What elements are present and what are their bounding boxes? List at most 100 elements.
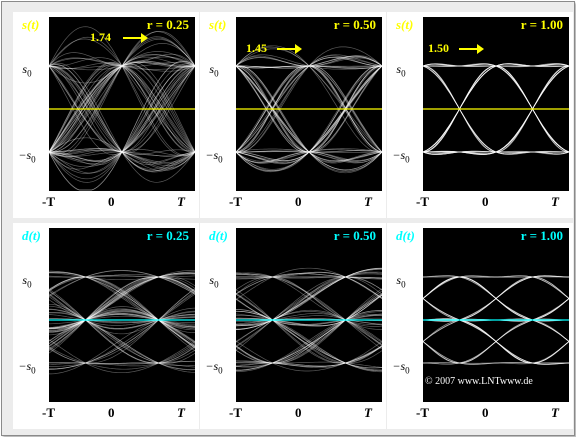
eye-trace bbox=[48, 269, 196, 297]
eye-trace bbox=[236, 55, 383, 69]
eye-trace bbox=[236, 271, 383, 299]
eye-trace bbox=[235, 273, 382, 295]
eye-trace bbox=[48, 37, 196, 153]
eye-trace bbox=[48, 65, 196, 180]
eye-trace bbox=[422, 63, 570, 153]
eye-trace bbox=[48, 38, 196, 153]
eye-trace bbox=[235, 65, 383, 162]
eye-trace bbox=[48, 65, 196, 165]
eye-trace bbox=[48, 313, 196, 324]
eye-trace bbox=[48, 276, 196, 352]
eye-trace bbox=[422, 65, 570, 153]
eye-trace bbox=[48, 148, 196, 170]
eye-trace bbox=[48, 61, 196, 153]
eye-trace bbox=[235, 289, 383, 364]
eye-trace bbox=[422, 150, 570, 155]
eye-trace bbox=[236, 346, 383, 368]
eye-trace bbox=[48, 62, 196, 153]
eye-trace bbox=[48, 290, 196, 335]
plot-area bbox=[49, 17, 195, 191]
eye-trace bbox=[235, 65, 383, 172]
eye-trace bbox=[48, 63, 196, 183]
eye-trace bbox=[235, 315, 382, 372]
eye-trace bbox=[48, 348, 196, 368]
eye-trace bbox=[236, 65, 383, 69]
eye-trace bbox=[49, 360, 196, 365]
eye-trace bbox=[422, 276, 570, 322]
panel-title: d(t) bbox=[396, 228, 415, 243]
eye-trace bbox=[423, 63, 570, 153]
x-label-minus-T: -T bbox=[42, 194, 55, 209]
eye-trace bbox=[422, 65, 570, 153]
copyright-text: © 2007 www.LNTwww.de bbox=[425, 376, 533, 387]
eye-trace bbox=[235, 276, 382, 330]
eye-trace bbox=[422, 65, 570, 155]
eye-trace bbox=[48, 60, 196, 153]
eye-trace bbox=[48, 56, 196, 71]
eye-trace bbox=[48, 308, 196, 347]
eye-trace bbox=[235, 65, 382, 163]
eye-trace bbox=[235, 295, 383, 371]
eye-trace bbox=[49, 290, 196, 370]
eye-trace bbox=[48, 270, 196, 296]
eye-trace bbox=[48, 291, 196, 364]
eye-trace bbox=[49, 308, 195, 370]
eye-trace bbox=[235, 268, 382, 326]
eye-trace bbox=[235, 276, 383, 327]
eye-traces bbox=[48, 269, 196, 375]
eye-trace bbox=[48, 150, 196, 157]
eye-trace bbox=[48, 63, 196, 153]
eye-trace bbox=[235, 310, 382, 373]
eye-trace bbox=[423, 318, 570, 364]
eye-trace bbox=[235, 65, 383, 69]
eye-trace bbox=[235, 65, 383, 170]
eye-trace bbox=[48, 311, 196, 342]
eye-trace bbox=[422, 65, 570, 153]
eye-trace bbox=[422, 318, 570, 364]
eye-trace bbox=[48, 276, 196, 330]
eye-trace bbox=[422, 275, 570, 299]
eye-trace bbox=[48, 65, 196, 153]
eye-trace bbox=[422, 362, 569, 364]
eye-trace bbox=[48, 36, 196, 155]
eye-trace bbox=[236, 294, 383, 372]
eye-trace bbox=[235, 65, 383, 164]
eye-trace bbox=[422, 298, 570, 364]
eye-trace bbox=[422, 63, 570, 153]
rolloff-label: r = 1.00 bbox=[520, 228, 563, 243]
eye-trace bbox=[49, 276, 196, 333]
eye-trace bbox=[235, 65, 383, 153]
eye-trace bbox=[48, 276, 196, 347]
eye-trace bbox=[423, 275, 570, 299]
eye-trace bbox=[235, 298, 383, 326]
eye-trace bbox=[235, 309, 383, 347]
eye-trace bbox=[423, 65, 570, 155]
panel-title: d(t) bbox=[22, 228, 41, 243]
eye-trace bbox=[48, 65, 196, 155]
x-label-minus-T: -T bbox=[42, 405, 55, 420]
eye-trace bbox=[48, 339, 196, 374]
eye-trace bbox=[48, 65, 196, 161]
eye-trace bbox=[422, 63, 570, 153]
eye-trace bbox=[235, 65, 383, 162]
x-label-zero: 0 bbox=[295, 405, 302, 420]
x-label-T: T bbox=[364, 194, 372, 209]
eye-trace bbox=[48, 148, 196, 163]
eye-trace bbox=[235, 54, 383, 70]
eye-trace bbox=[235, 54, 383, 153]
eye-trace bbox=[235, 65, 383, 153]
eye-trace bbox=[235, 293, 383, 364]
eye-trace bbox=[235, 310, 382, 364]
rolloff-label: r = 0.50 bbox=[333, 17, 376, 32]
eye-trace bbox=[422, 65, 570, 153]
x-label-zero: 0 bbox=[108, 405, 115, 420]
eye-trace bbox=[236, 308, 383, 364]
eye-trace bbox=[48, 58, 196, 70]
eye-diagram-d-r100 bbox=[422, 228, 570, 402]
eye-trace bbox=[48, 26, 196, 157]
peak-arrow-icon bbox=[277, 44, 302, 54]
panel-title: s(t) bbox=[396, 17, 414, 32]
eye-trace bbox=[235, 290, 383, 367]
eye-trace bbox=[48, 272, 196, 331]
eye-trace bbox=[422, 63, 570, 153]
